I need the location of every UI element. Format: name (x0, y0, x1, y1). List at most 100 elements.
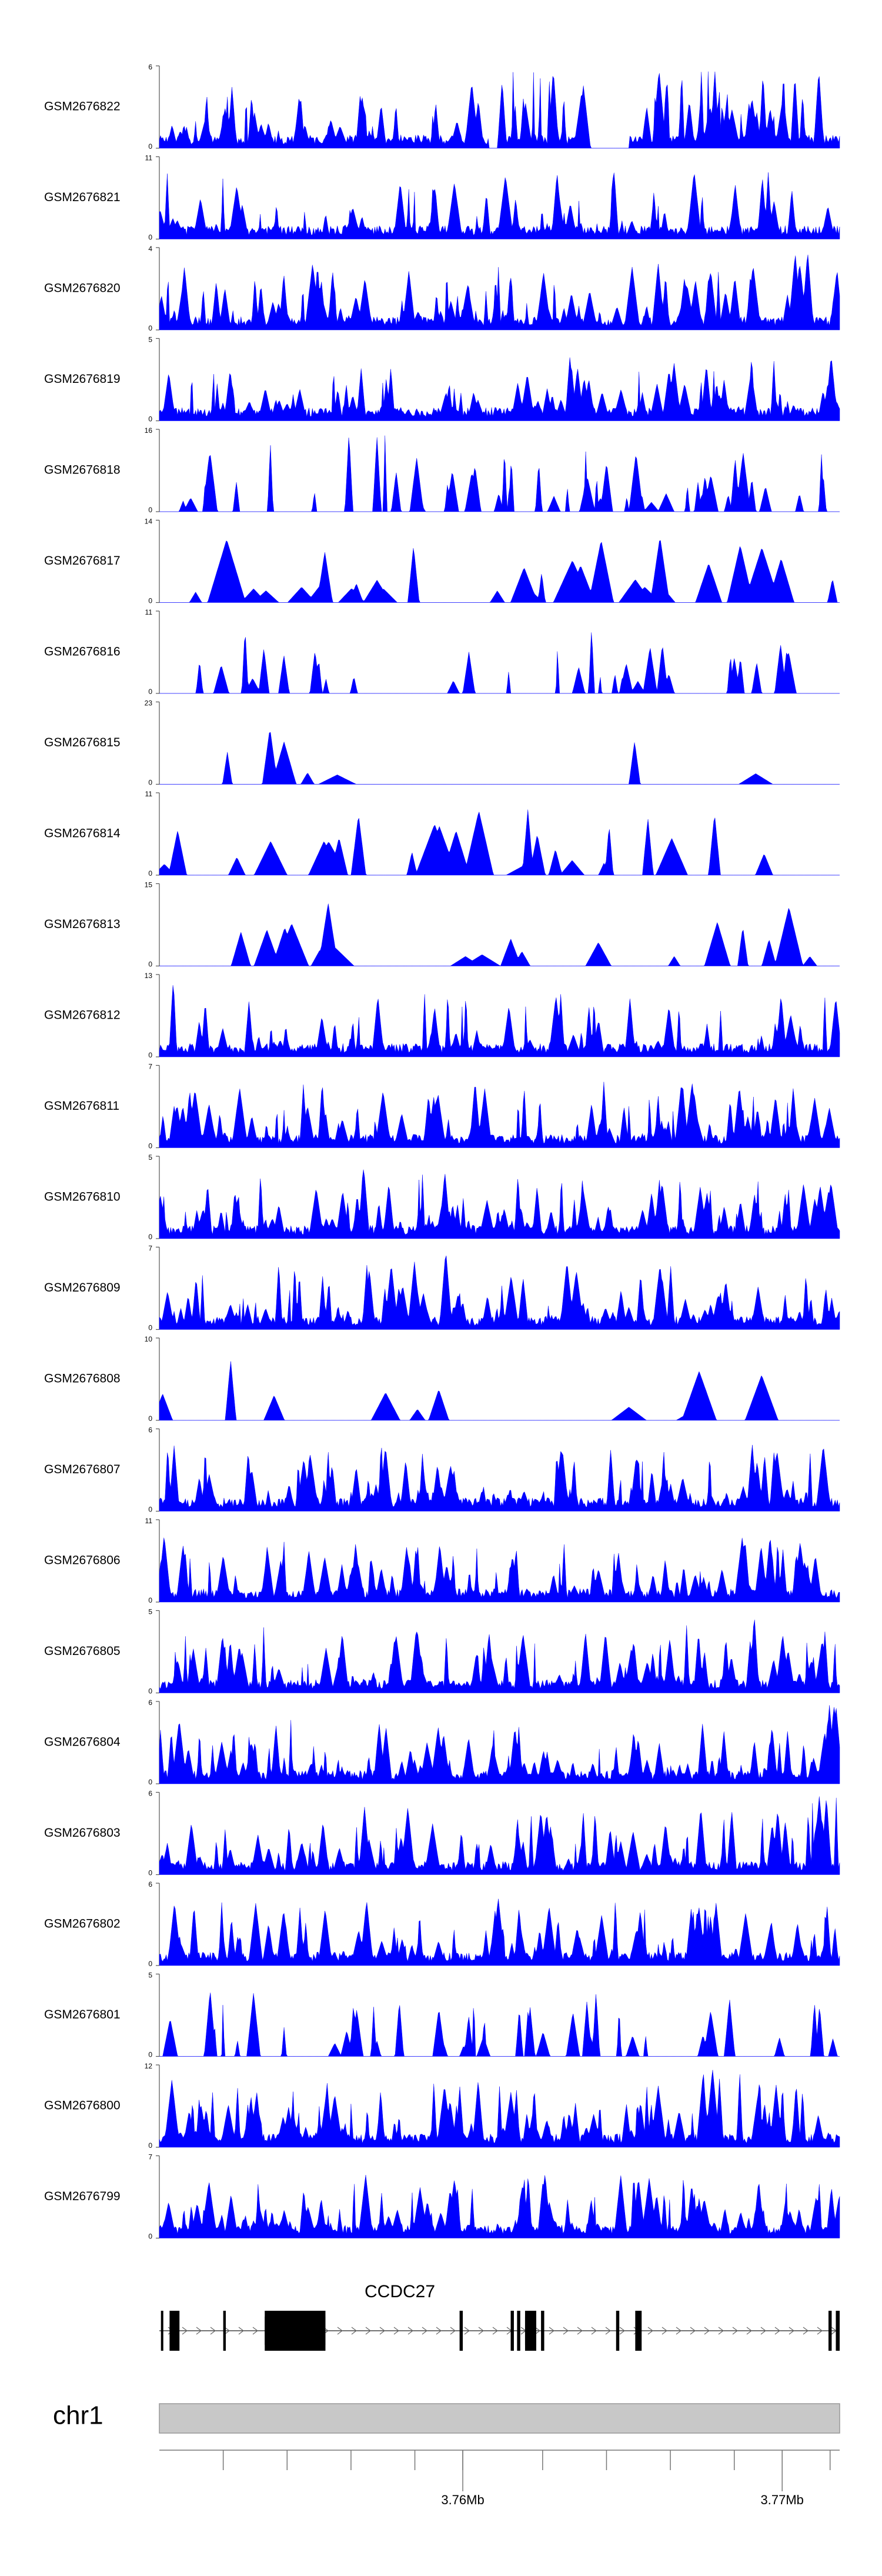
y-tick-label-max: 11 (145, 608, 153, 616)
exon (169, 2311, 180, 2351)
y-tick-label-max: 5 (148, 1971, 152, 1980)
track-label: GSM2676803 (44, 1826, 121, 1840)
y-tick-label-zero: 0 (148, 1142, 152, 1150)
chromosome-ideogram: chr1 (53, 2401, 840, 2434)
track-GSM2676809: GSM2676809 7 0 (44, 1244, 840, 1332)
y-tick-label-max: 11 (145, 154, 153, 162)
strand-arrow (619, 2327, 625, 2335)
track-label: GSM2676804 (44, 1736, 121, 1749)
track-GSM2676811: GSM2676811 7 0 (44, 1063, 840, 1150)
y-tick-label-zero: 0 (148, 506, 152, 514)
y-tick-label-max: 5 (148, 1608, 152, 1616)
axis-tick-label: 3.77Mb (761, 2492, 804, 2507)
strand-arrow (379, 2327, 385, 2335)
strand-arrow (760, 2327, 766, 2335)
strand-arrow (182, 2327, 188, 2335)
y-tick-label-max: 11 (145, 1517, 153, 1525)
coverage-area (159, 1993, 840, 2057)
track-GSM2676819: GSM2676819 5 0 (44, 336, 840, 423)
track-label: GSM2676810 (44, 1190, 121, 1204)
coverage-area (159, 1082, 840, 1148)
coverage-area (159, 1796, 840, 1875)
y-tick-label-zero: 0 (148, 869, 152, 877)
track-label: GSM2676802 (44, 1917, 121, 1931)
strand-arrow (464, 2327, 470, 2335)
y-tick-label-zero: 0 (148, 2141, 152, 2150)
track-GSM2676799: GSM2676799 7 0 (44, 2153, 840, 2241)
y-tick-label-max: 7 (148, 2153, 152, 2161)
strand-arrow (436, 2327, 442, 2335)
exon (161, 2311, 163, 2351)
chromosome-band (159, 2403, 840, 2434)
strand-arrow (774, 2327, 780, 2335)
strand-arrow (704, 2327, 710, 2335)
track-label: GSM2676816 (44, 645, 121, 659)
track-label: GSM2676813 (44, 917, 121, 931)
track-label: GSM2676820 (44, 282, 121, 295)
coverage-tracks: GSM267682260GSM2676821110GSM267682040GSM… (44, 63, 840, 2241)
strand-arrow (252, 2327, 258, 2335)
strand-arrow (492, 2327, 498, 2335)
y-tick-label-max: 5 (148, 1153, 152, 1162)
y-tick-label-zero: 0 (148, 142, 152, 151)
track-label: GSM2676800 (44, 2099, 121, 2113)
y-tick-label-max: 6 (148, 1790, 152, 1798)
strand-arrow (605, 2327, 611, 2335)
coverage-area (159, 985, 840, 1057)
y-tick-label-zero: 0 (148, 1233, 152, 1241)
track-GSM2676820: GSM2676820 4 0 (44, 245, 840, 332)
track-label: GSM2676822 (44, 100, 121, 114)
coverage-area (159, 71, 840, 149)
coverage-area (159, 255, 840, 331)
y-tick-label-max: 6 (148, 1426, 152, 1434)
gene-name-label: CCDC27 (365, 2282, 435, 2301)
y-tick-label-max: 6 (148, 1880, 152, 1888)
coverage-area (159, 1169, 840, 1239)
y-tick-label-zero: 0 (148, 233, 152, 242)
track-GSM2676822: GSM2676822 6 0 (44, 63, 840, 151)
y-tick-label-max: 11 (145, 790, 153, 798)
coverage-area (159, 2070, 840, 2148)
strand-arrow (718, 2327, 724, 2335)
exon-block (524, 2317, 536, 2345)
y-tick-label-max: 7 (148, 1244, 152, 1253)
coverage-area (159, 1256, 840, 1330)
coverage-area (159, 1361, 840, 1421)
track-label: GSM2676812 (44, 1009, 121, 1022)
strand-arrow (407, 2327, 413, 2335)
track-label: GSM2676801 (44, 2008, 121, 2021)
track-label: GSM2676814 (44, 827, 121, 840)
track-label: GSM2676805 (44, 1644, 121, 1658)
strand-arrow (817, 2327, 823, 2335)
strand-arrow (351, 2327, 357, 2335)
y-tick-label-zero: 0 (148, 688, 152, 696)
exon-block (265, 2317, 326, 2345)
track-GSM2676806: GSM2676806 11 0 (44, 1517, 840, 1604)
y-tick-label-zero: 0 (148, 1506, 152, 1514)
track-label: GSM2676808 (44, 1372, 121, 1386)
strand-arrow (196, 2327, 202, 2335)
track-GSM2676808: GSM2676808 10 0 (44, 1335, 840, 1423)
coverage-area (159, 1705, 840, 1784)
y-tick-label-zero: 0 (148, 960, 152, 969)
y-tick-label-zero: 0 (148, 1596, 152, 1604)
y-tick-label-max: 12 (145, 2062, 153, 2070)
coverage-area (159, 732, 840, 785)
track-label: GSM2676799 (44, 2190, 121, 2203)
strand-arrow (534, 2327, 540, 2335)
track-label: GSM2676821 (44, 191, 121, 204)
track-label: GSM2676817 (44, 554, 121, 568)
track-GSM2676821: GSM2676821 11 0 (44, 154, 840, 242)
genome-axis: 3.76Mb 3.77Mb (159, 2450, 840, 2507)
track-label: GSM2676811 (44, 1099, 119, 1113)
strand-arrow (803, 2327, 808, 2335)
coverage-area (159, 632, 840, 694)
track-GSM2676810: GSM2676810 5 0 (44, 1153, 840, 1241)
track-label: GSM2676818 (44, 463, 121, 477)
exon (616, 2311, 620, 2351)
track-label: GSM2676815 (44, 736, 121, 749)
y-tick-label-zero: 0 (148, 415, 152, 423)
exon (635, 2311, 642, 2351)
exon (828, 2311, 832, 2351)
y-tick-label-zero: 0 (148, 2233, 152, 2241)
